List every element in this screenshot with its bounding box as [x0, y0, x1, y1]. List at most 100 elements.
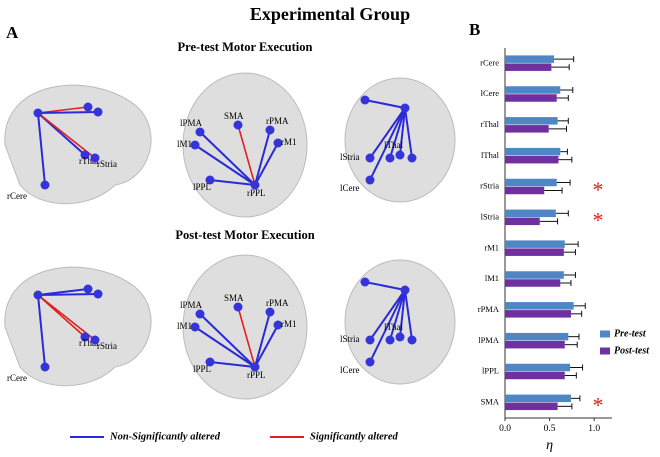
node-label: SMA — [224, 293, 244, 303]
node — [395, 332, 405, 342]
y-tick-label: lPMA — [478, 335, 500, 345]
edge — [369, 289, 406, 363]
node — [360, 277, 370, 287]
bar — [505, 125, 549, 133]
error-bar — [548, 125, 568, 132]
significance-star: * — [593, 393, 604, 418]
edge — [37, 293, 99, 296]
node-label: lCere — [340, 183, 360, 193]
bar — [505, 279, 561, 287]
x-tick-label: 1.0 — [588, 424, 600, 434]
edge — [237, 124, 256, 186]
bar — [505, 340, 565, 349]
node — [407, 153, 417, 163]
node-label: rPPL — [247, 188, 266, 198]
node — [265, 125, 275, 135]
node — [400, 103, 410, 113]
error-bar — [560, 87, 574, 93]
edge — [254, 129, 271, 186]
error-bar — [563, 249, 576, 256]
node — [395, 150, 405, 160]
edge — [369, 289, 406, 341]
error-bar — [554, 56, 575, 63]
bar — [505, 371, 565, 380]
bar — [505, 94, 557, 102]
node-label: lPMA — [180, 300, 203, 310]
error-bar — [544, 187, 563, 194]
edge — [404, 107, 413, 159]
bar — [505, 178, 557, 187]
error-bar — [563, 272, 576, 278]
bar — [505, 117, 558, 125]
edge — [364, 281, 406, 291]
node — [195, 127, 205, 137]
y-tick-label: lThal — [481, 150, 500, 160]
edge — [209, 179, 256, 186]
edge — [37, 112, 96, 159]
y-tick-label: lM1 — [485, 273, 499, 283]
node — [83, 284, 93, 294]
node-label: rCere — [7, 373, 27, 383]
error-bar — [570, 364, 584, 371]
x-axis-label: η — [546, 438, 553, 453]
node — [250, 362, 260, 372]
y-tick-label: rCere — [480, 57, 499, 67]
y-tick-label: lCere — [481, 88, 500, 98]
legend-label: Post-test — [614, 345, 650, 356]
section-title: Post-test Motor Execution — [175, 228, 314, 242]
bar — [505, 302, 574, 310]
node — [33, 290, 43, 300]
bar — [505, 155, 559, 164]
error-bar — [568, 333, 580, 340]
node — [195, 309, 205, 319]
section-title: Pre-test Motor Execution — [178, 40, 313, 54]
edge — [364, 99, 406, 109]
node — [233, 120, 243, 130]
legend-label: Non-Significantly altered — [109, 431, 221, 442]
y-tick-label: rThal — [481, 119, 500, 129]
node — [385, 335, 395, 345]
node — [273, 320, 283, 330]
edge — [399, 289, 406, 338]
legend-swatch — [600, 330, 610, 338]
node-label: SMA — [224, 111, 244, 121]
node-label: rPMA — [266, 298, 289, 308]
node — [90, 153, 100, 163]
node — [205, 357, 215, 367]
node — [385, 153, 395, 163]
bar — [505, 402, 558, 411]
bar — [505, 209, 556, 218]
brain — [344, 259, 456, 385]
edge — [37, 112, 46, 186]
error-bar — [555, 210, 569, 217]
error-bar — [557, 117, 569, 124]
y-tick-label: rM1 — [484, 242, 499, 252]
error-bar — [557, 403, 573, 410]
bar — [505, 217, 540, 226]
error-bar — [560, 148, 568, 155]
node — [40, 180, 50, 190]
edge — [199, 313, 256, 368]
edge — [254, 142, 279, 186]
edge — [399, 107, 406, 156]
bar — [505, 271, 564, 279]
node-label: lStria — [340, 334, 360, 344]
node-label: rCere — [7, 191, 27, 201]
node — [273, 138, 283, 148]
error-bar — [570, 310, 583, 317]
node-label: rStria — [97, 159, 117, 169]
error-bar — [558, 156, 573, 163]
node — [250, 180, 260, 190]
node — [93, 107, 103, 117]
node-label: lM1 — [177, 321, 192, 331]
edge — [254, 311, 271, 368]
brain — [344, 77, 456, 203]
error-bar — [564, 241, 579, 248]
bar — [505, 240, 565, 248]
x-tick-label: 0.5 — [544, 424, 556, 434]
node — [233, 302, 243, 312]
error-bar — [573, 302, 586, 309]
node — [40, 362, 50, 372]
legend-swatch — [600, 347, 610, 355]
